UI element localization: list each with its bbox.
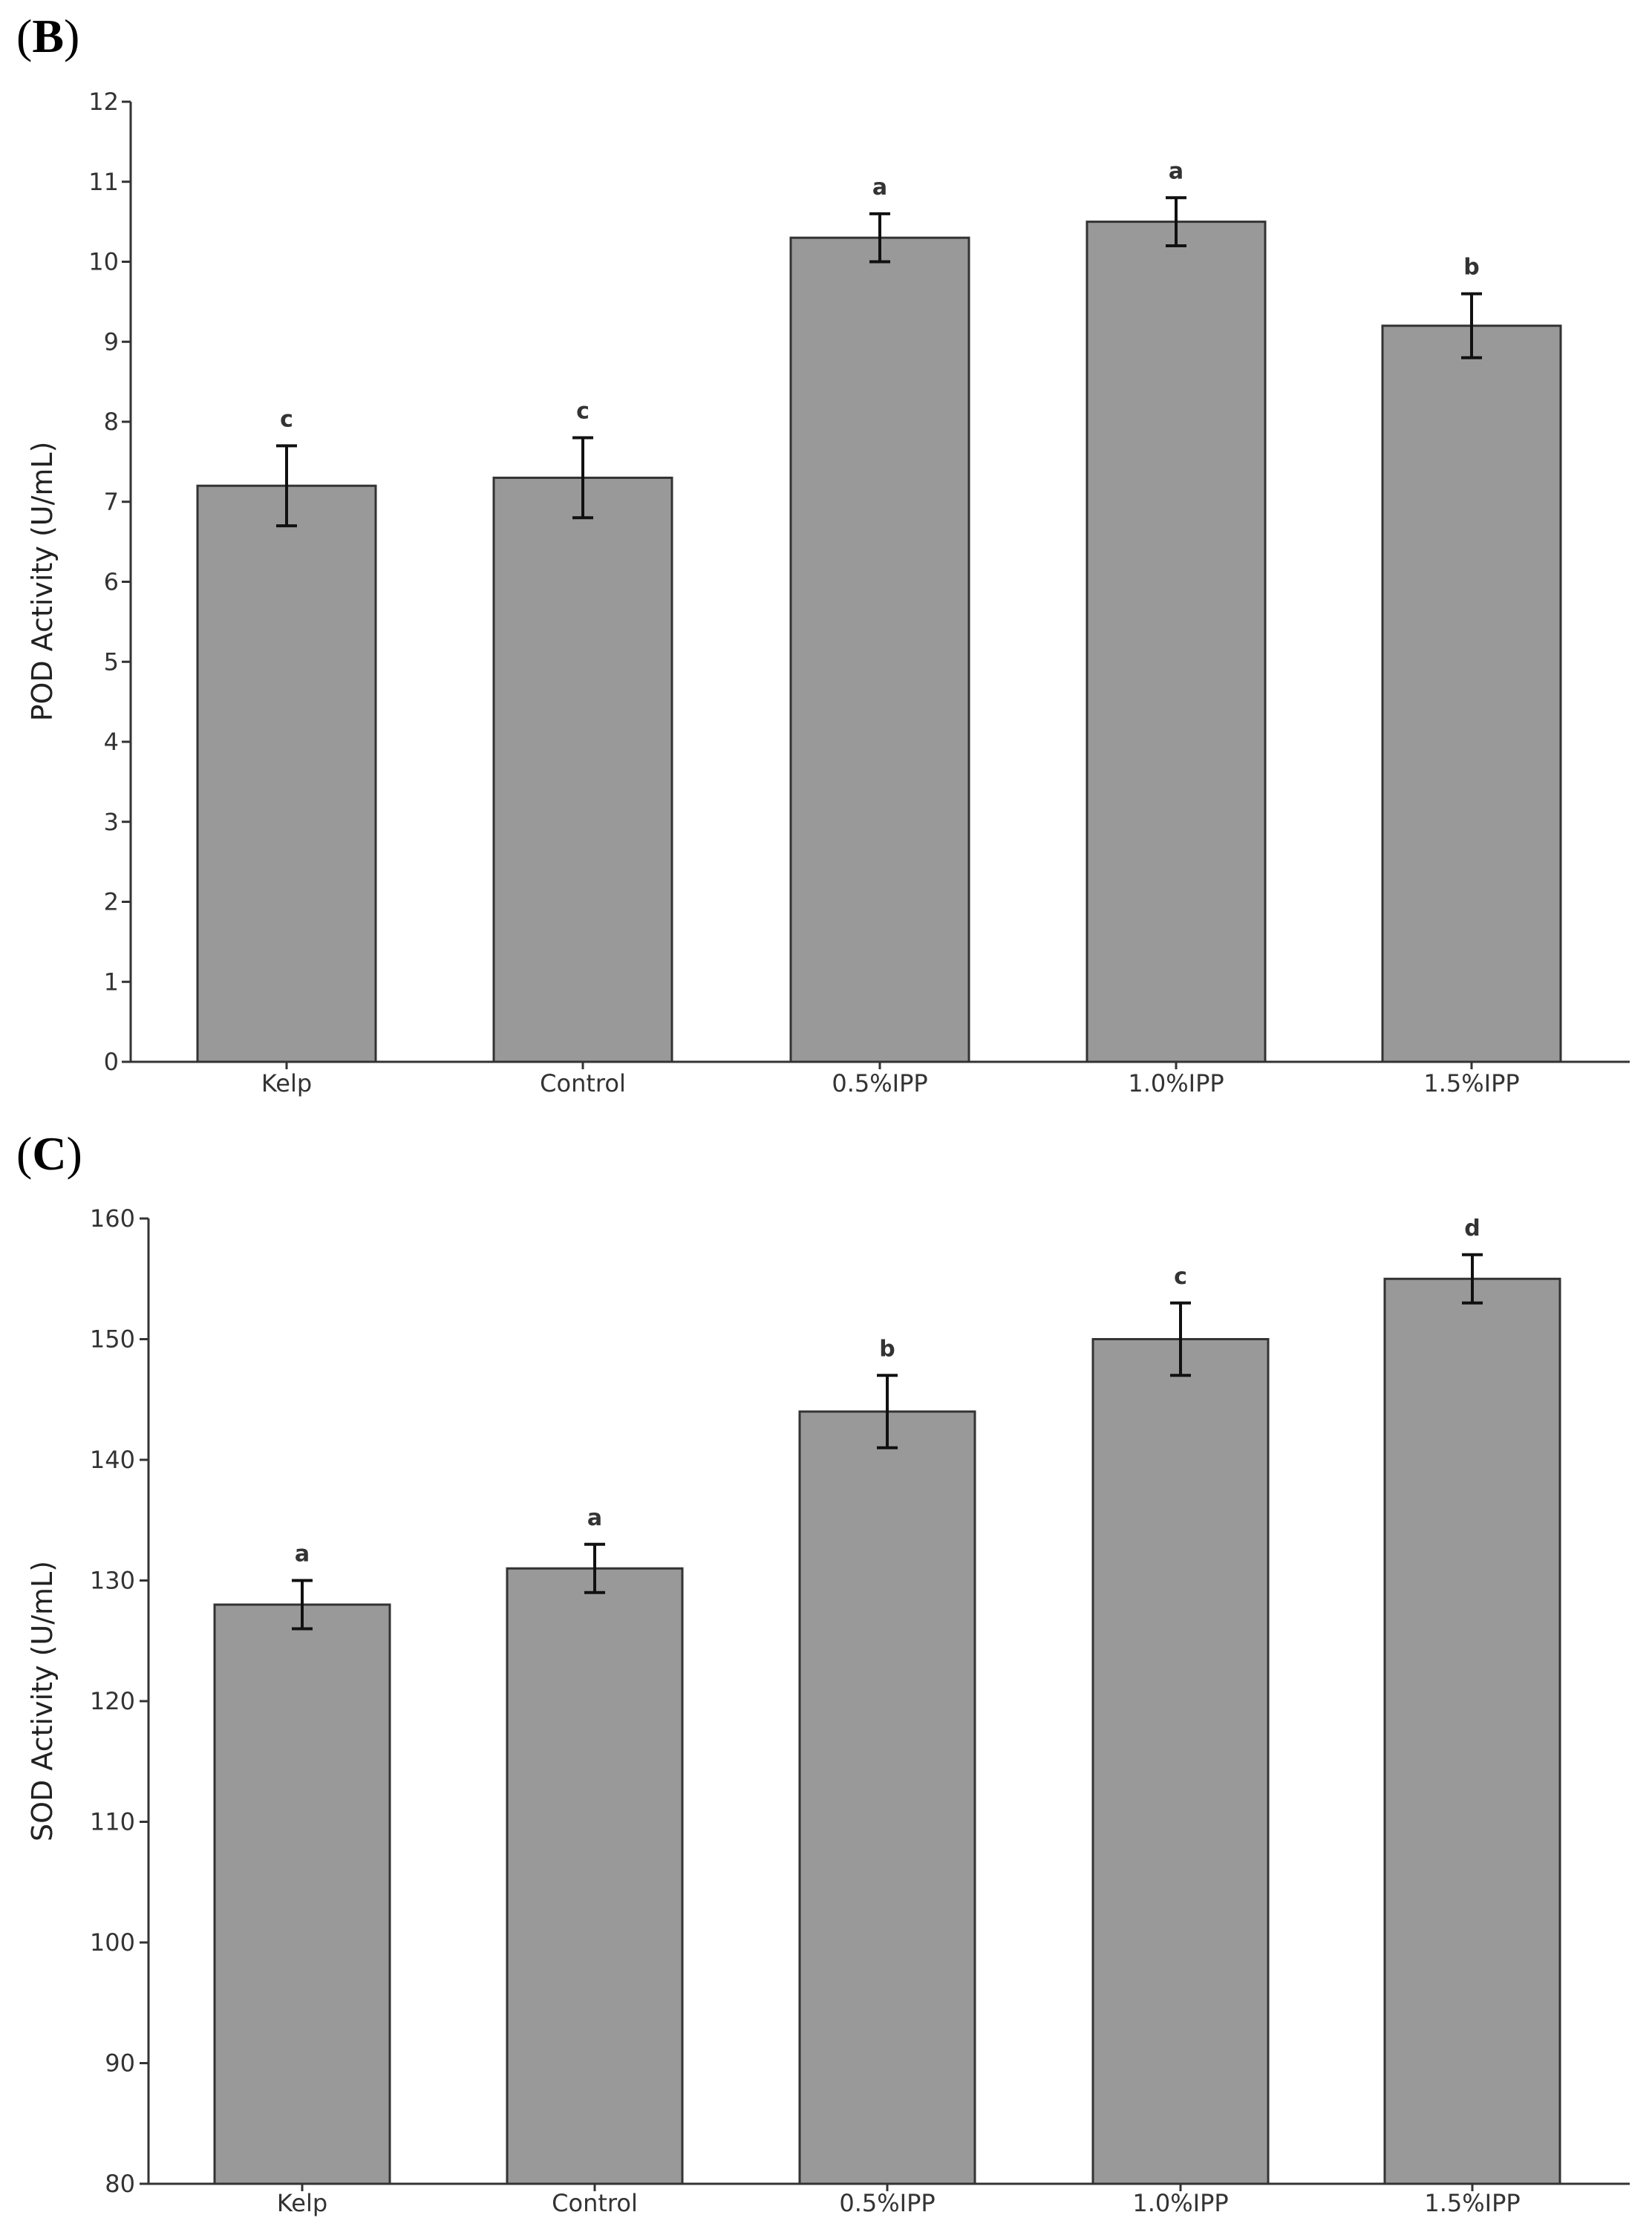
panel-c-bar-15ipp (1383, 1277, 1561, 2185)
panel-c-y-tick-label: 110 (90, 1808, 135, 1836)
panel-c-y-tick-label: 100 (90, 1928, 135, 1957)
panel-b-significance-letter: a (872, 174, 887, 200)
panel-b-y-tick-label: 10 (88, 248, 119, 276)
panel-c-label: (C) (16, 1127, 82, 1180)
panel-c-y-tick-label: 150 (90, 1325, 135, 1354)
panel-b-bar-control (492, 476, 673, 1063)
panel-c-x-tick-label: 1.5%IPP (1424, 2189, 1520, 2217)
panel-c-significance-letter: a (587, 1505, 602, 1531)
panel-c-y-axis-title: SOD Activity (U/mL) (26, 1561, 59, 1841)
panel-c-bar-05ipp (798, 1410, 976, 2185)
panel-b-x-tick-label: Kelp (261, 1069, 312, 1097)
panel-b-x-tick-label: 1.5%IPP (1423, 1069, 1519, 1097)
panel-c-x-tick-label: Control (552, 2189, 638, 2217)
panel-b-y-tick-label: 12 (88, 88, 119, 116)
panel-c-x-tick-label: 1.0%IPP (1132, 2189, 1228, 2217)
panel-c-y-tick-label: 160 (90, 1204, 135, 1233)
panel-c-y-tick-label: 90 (105, 2049, 135, 2078)
panel-b-y-tick-label: 9 (104, 327, 119, 356)
panel-b-y-tick-label: 7 (104, 488, 119, 516)
panel-b-x-tick-label: Control (540, 1069, 626, 1097)
panel-b-y-tick-label: 4 (104, 728, 119, 756)
panel-b-bar-10ipp (1085, 221, 1267, 1063)
panel-b-bar-15ipp (1381, 324, 1562, 1063)
panel-c-significance-letter: b (879, 1336, 895, 1362)
panel-b-significance-letter: b (1463, 255, 1479, 281)
panel-b-x-tick-label: 1.0%IPP (1128, 1069, 1224, 1097)
panel-c-y-tick-label: 120 (90, 1687, 135, 1715)
panel-b-y-tick-label: 6 (104, 568, 119, 596)
panel-c-y-tick-label: 140 (90, 1446, 135, 1474)
panel-c-bar-control (506, 1567, 684, 2185)
panel-b-bar-05ipp (789, 236, 970, 1063)
panel-b-x-tick-label: 0.5%IPP (832, 1069, 927, 1097)
panel-c-y-tick-label: 80 (105, 2170, 135, 2198)
panel-c-x-tick-label: Kelp (277, 2189, 327, 2217)
panel-b-significance-letter: a (1169, 158, 1184, 184)
panel-c-y-tick-label: 130 (90, 1567, 135, 1595)
panel-c-significance-letter: d (1464, 1216, 1480, 1242)
panel-b-y-tick-label: 1 (104, 968, 119, 996)
panel-b-y-tick-label: 2 (104, 888, 119, 916)
panel-c-significance-letter: c (1174, 1264, 1187, 1290)
panel-b-y-tick-label: 3 (104, 808, 119, 836)
panel-b-y-tick-label: 0 (104, 1048, 119, 1076)
panel-c-bar-kelp (213, 1603, 391, 2185)
panel-b-y-tick-label: 8 (104, 408, 119, 436)
panel-c-significance-letter: a (295, 1542, 310, 1567)
panel-c-bar-10ipp (1091, 1338, 1270, 2185)
panel-b-significance-letter: c (576, 399, 590, 425)
panel-b-y-axis-title: POD Activity (U/mL) (26, 442, 59, 722)
panel-b-bar-kelp (196, 484, 377, 1063)
panel-b-significance-letter: c (280, 406, 293, 432)
panel-b-y-tick-label: 5 (104, 647, 119, 676)
panel-b-y-tick-label: 11 (88, 168, 119, 196)
panel-c-x-tick-label: 0.5%IPP (839, 2189, 935, 2217)
panel-b-label: (B) (16, 10, 79, 62)
